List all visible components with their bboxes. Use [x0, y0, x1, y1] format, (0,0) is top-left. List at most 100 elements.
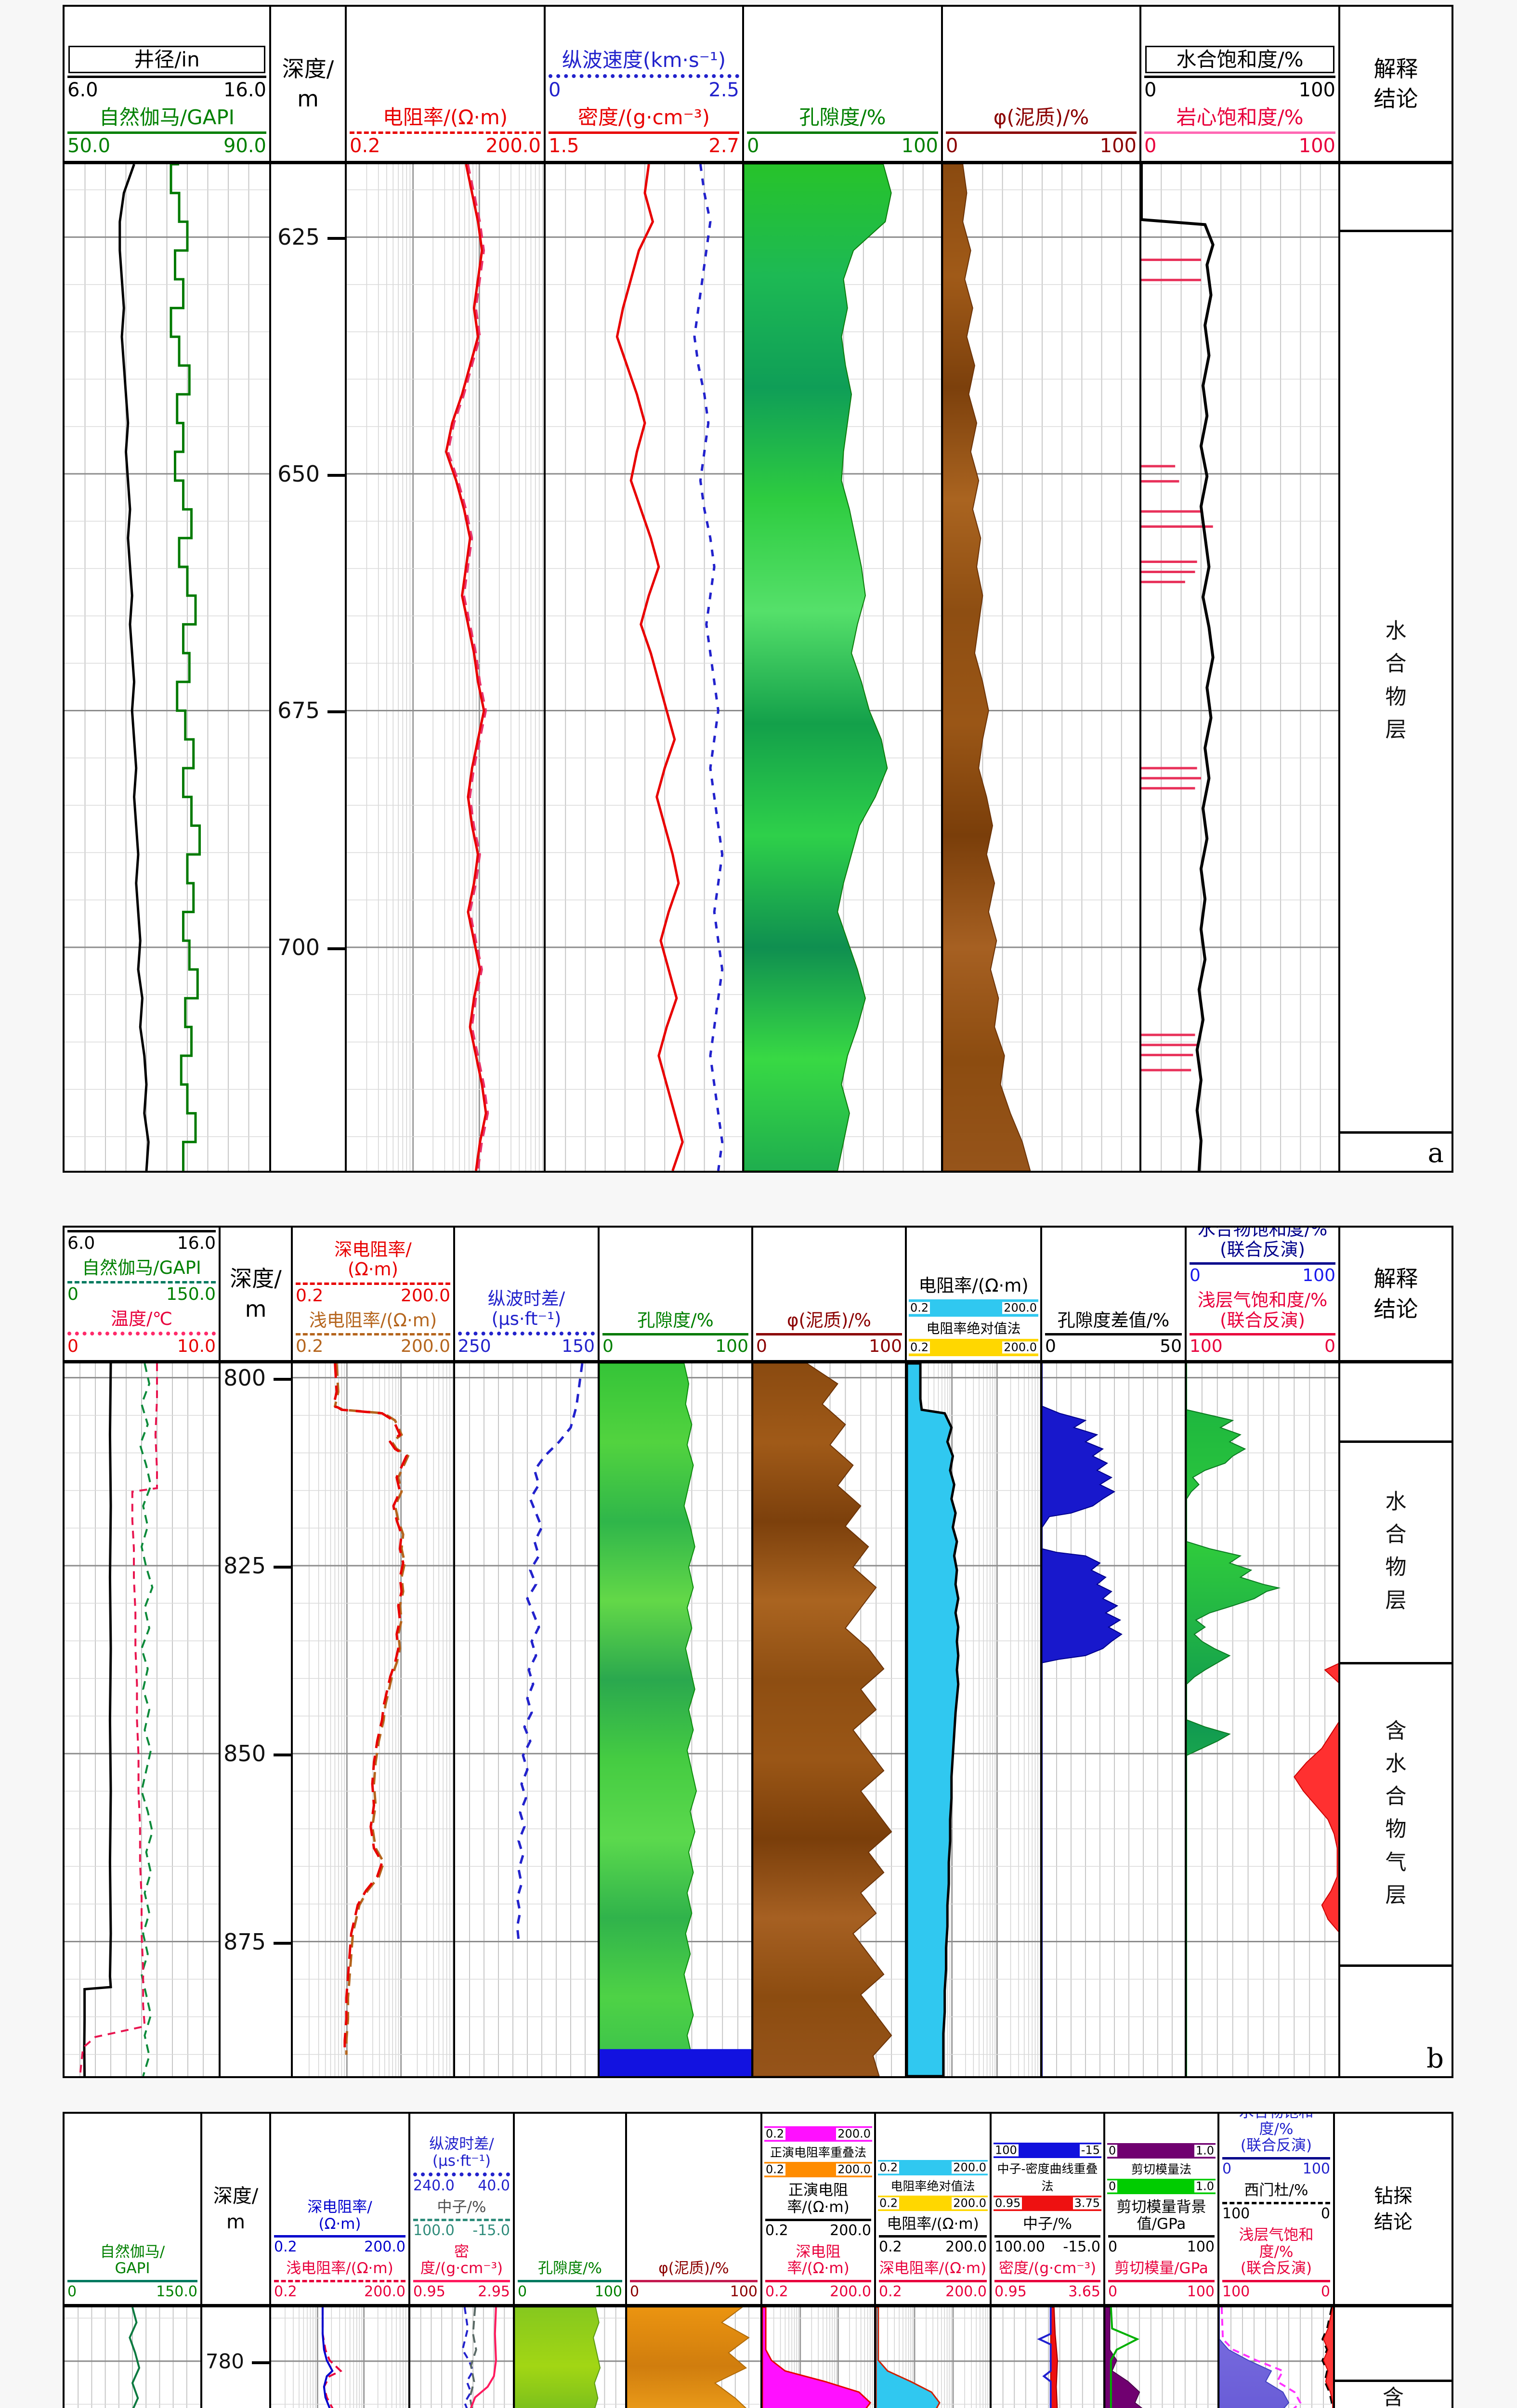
header-rows-c-sat: 阿尔奇/%0100水合物饱和度/%(联合反演)0100西门杜/%1000浅层气饱…: [1219, 2114, 1333, 2300]
scale-range: 0.95 2.95: [413, 2283, 510, 2300]
track-body-b-porosity: [598, 1363, 751, 2076]
track-header-c-res: 深电阻率/(Ω·m) 0.2 200.0 浅电阻率/(Ω·m) 0.2 200.0: [269, 2114, 408, 2304]
track-plot-a-saturation: [1141, 164, 1338, 1171]
scale-range: 0.2 200.0: [296, 1286, 450, 1306]
curve-caliper: [83, 1363, 112, 2076]
bar-scale-left: 0.2: [878, 2197, 900, 2210]
legend-bar-bottom: 0.2 200.0: [878, 2195, 988, 2211]
curve-shear-background: [1110, 2307, 1140, 2408]
track-header-c-sat: 阿尔奇/%0100水合物饱和度/%(联合反演)0100西门杜/%1000浅层气饱…: [1217, 2114, 1333, 2304]
scale-max: 200.0: [364, 2238, 405, 2256]
zone-label-char: 层: [1385, 1883, 1407, 1908]
legend-bar-top: 0.2 200.0: [878, 2159, 988, 2175]
header-rows-b-sat: 水合物饱和度/% (联合反演) 0 100 浅层气饱和度/% (联合反演) 100 0: [1187, 1228, 1338, 1356]
scale-range: 100 0: [1222, 2205, 1330, 2222]
scale-row-a-cal-gr-0: 井径/in 6.0 16.0: [65, 45, 269, 101]
scale-row-b-sat-0: 水合物饱和度/% (联合反演) 0 100: [1187, 1228, 1338, 1285]
track-plot-c-neu-den-overlay: [992, 2307, 1103, 2408]
scale-range: 0 100: [1144, 79, 1335, 101]
label-line: 结论: [1374, 2211, 1412, 2233]
header-rows-c-fwd-res: 0.2 200.0 正演电阻率重叠法 0.2 200.0 正演电阻率/(Ω·m) 0.2 20…: [762, 2122, 874, 2300]
curve-title: 水合饱和度/%: [1145, 45, 1334, 73]
scale-row-c-fwd-res-2: 深电阻率/(Ω·m) 0.2 200.0: [762, 2243, 874, 2300]
track-body-c-neu-den-overlay: [990, 2307, 1103, 2408]
label-line: 井径/in: [134, 47, 200, 71]
legend-bar-top: 0.2 200.0: [764, 2126, 872, 2142]
bar-scale-right: 1.0: [1194, 2180, 1216, 2193]
curve-style-line: [350, 131, 541, 134]
scale-min: 0: [1045, 1336, 1056, 1356]
label-line: 岩心饱和度/%: [1176, 105, 1304, 129]
zone-boundary: [1335, 2379, 1452, 2382]
label-line: 纵波时差/: [429, 2135, 494, 2153]
curve-style-line: [274, 2235, 405, 2238]
track-body-c-depth: 1 7801 7901 800: [200, 2307, 269, 2408]
depth-tick-label: 1 625: [271, 224, 320, 250]
curve-shallow-resistivity: [321, 2307, 342, 2408]
bar-scale-left: 0.2: [909, 1341, 930, 1354]
scale-max: 100: [1298, 79, 1335, 101]
scale-max: 100: [715, 1336, 748, 1356]
scale-max: 3.65: [1068, 2283, 1100, 2300]
curve-title: φ(泥质)/%: [946, 106, 1137, 129]
scale-row-c-resabs-1: 电阻率/(Ω·m) 0.2 200.0: [876, 2215, 990, 2255]
scale-min: 0: [1144, 135, 1157, 157]
depth-column-title: 深度/m: [213, 2183, 258, 2235]
curve-title: 井径/in: [68, 45, 265, 73]
curve-style-line: [765, 2218, 871, 2221]
curve-sonic: [516, 1363, 584, 1941]
scale-range: 0 100: [518, 2283, 622, 2300]
scale-range: 100.00 -15.0: [994, 2238, 1100, 2255]
curve-style-line: [994, 2280, 1100, 2282]
bar-scale-left: 0.95: [994, 2197, 1022, 2210]
scale-min: 100: [1222, 2205, 1250, 2222]
label-line: 孔隙度/%: [637, 1309, 714, 1331]
scale-min: 100: [1190, 1336, 1223, 1356]
curve-gamma-ray: [129, 2307, 141, 2408]
curve-deep-resistivity: [332, 1363, 408, 2055]
legend-bar-bottom: 0.2 200.0: [909, 1339, 1038, 1356]
curve-title: 电阻率/(Ω·m): [910, 1275, 1037, 1296]
curve-style-line: [747, 131, 938, 134]
depth-tick-label: 1 700: [271, 934, 320, 960]
curve-title: 浅电阻率/(Ω·m): [274, 2260, 405, 2277]
panel-body-c: 1 7801 7901 800 含水合物气层浅层气层c: [65, 2307, 1452, 2408]
curve-archie-saturation: [1220, 2307, 1302, 2408]
curve-hydrate-saturation: [1141, 164, 1215, 1171]
curve-shallow-gas-saturation-fill: [1322, 2307, 1333, 2408]
depth-tick-mark: [274, 1754, 291, 1757]
scale-range: 0.2 200.0: [765, 2283, 871, 2300]
scale-min: 0: [1108, 2283, 1118, 2300]
label-line: 解释: [1373, 1266, 1418, 1292]
curve-simandoux-saturation: [1321, 2307, 1333, 2408]
track-body-b-res: [291, 1363, 453, 2076]
label-line: 纵波时差/: [487, 1288, 565, 1309]
scale-max: 100: [1187, 2238, 1215, 2256]
header-rows-c-porosity: 孔隙度/% 0 100: [515, 2255, 625, 2300]
scale-range: 240.0 40.0: [413, 2177, 510, 2194]
scale-range: 0 50: [1045, 1336, 1182, 1356]
depth-tick-mark: [274, 1941, 291, 1945]
box-underline: [67, 1230, 216, 1233]
curve-style-line: [413, 2280, 510, 2282]
scale-max: 150.0: [166, 1284, 216, 1304]
label-line: 深度/: [213, 2185, 259, 2207]
overlay-legend-c-shear: 0 1.0 剪切模量法 0 1.0: [1105, 2143, 1217, 2194]
curve-title: 自然伽马/GAPI: [67, 1258, 216, 1278]
scale-range: 6.0 16.0: [67, 79, 266, 101]
scale-min: 0.2: [274, 2283, 297, 2300]
track-body-c-sat: [1217, 2307, 1333, 2408]
track-body-c-conclusion: 含水合物气层浅层气层c: [1333, 2307, 1452, 2408]
scale-row-b-sat-1: 浅层气饱和度/% (联合反演) 100 0: [1187, 1290, 1338, 1356]
curve-title: 剪切模量/GPa: [1108, 2260, 1215, 2277]
curve-neutron-density-fill: [1050, 2307, 1058, 2408]
curve-title: 纵波速度(km·s⁻¹): [549, 49, 739, 71]
curve-title: 深电阻率/(Ω·m): [274, 2199, 405, 2232]
scale-min: 0.95: [994, 2283, 1027, 2300]
scale-row-b-res-1: 浅电阻率/(Ω·m) 0.2 200.0: [293, 1310, 453, 1356]
scale-row-b-porosity-0: 孔隙度/% 0 100: [600, 1310, 751, 1356]
label-line: φ(泥质)/%: [787, 1309, 871, 1331]
